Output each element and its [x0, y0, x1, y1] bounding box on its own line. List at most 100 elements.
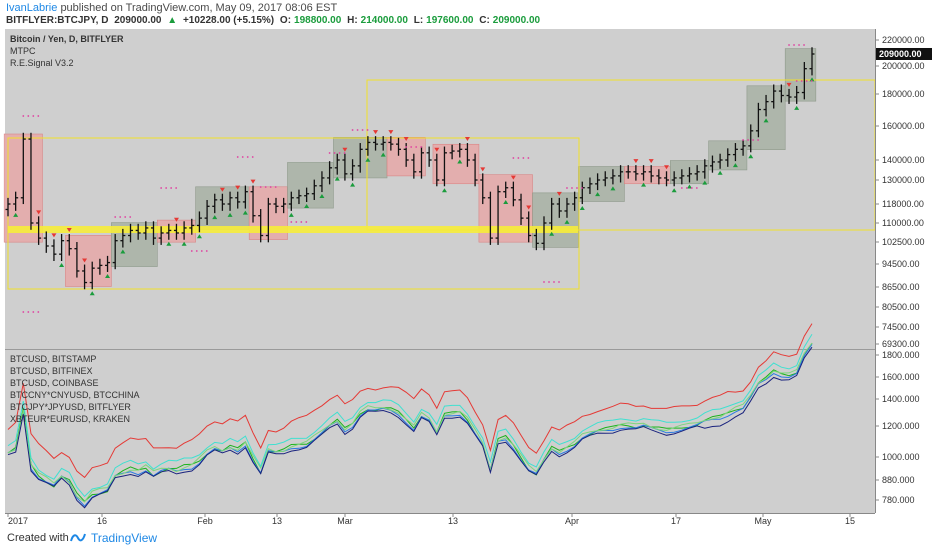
ohlc-bar — [250, 179, 256, 223]
price-tick-label: 94500.00 — [882, 259, 920, 269]
chart-area[interactable]: 220000.00 200000.00 180000.00 160000.00 1400… — [0, 0, 932, 526]
ohlc-bar — [5, 197, 11, 217]
compare-pane[interactable] — [5, 350, 875, 513]
ohlc-bar — [610, 169, 616, 191]
level-dot — [37, 311, 40, 313]
ohlc-bar — [809, 47, 815, 82]
ohlc-bar — [778, 84, 784, 103]
ohlc-bar — [143, 221, 149, 240]
buy-signal-icon — [212, 215, 218, 220]
compare-tick-label: 1800.000 — [882, 350, 920, 360]
level-dot — [742, 139, 744, 141]
ohlc-bar — [112, 234, 118, 270]
level-dot — [246, 156, 249, 158]
buy-signal-icon — [441, 188, 447, 193]
price-pane[interactable] — [5, 29, 875, 349]
level-dot — [752, 139, 754, 141]
sell-signal-icon — [250, 179, 256, 184]
sell-signal-icon — [66, 228, 72, 233]
level-dot — [27, 311, 30, 313]
last-price-badge — [876, 47, 932, 60]
sell-signal-icon — [526, 205, 532, 210]
close-value: 209000.00 — [492, 15, 541, 26]
buy-signal-icon — [549, 231, 555, 236]
level-dot — [803, 44, 805, 46]
level-dot — [251, 156, 254, 158]
ohlc-bar — [13, 191, 19, 217]
level-dot — [269, 186, 272, 188]
ohlc-bar — [43, 231, 49, 253]
ohlc-bar — [625, 165, 631, 179]
level-dot — [805, 80, 808, 82]
legend-item: BTCJPY*JPYUSD, BITFLYER — [10, 402, 131, 412]
last-price: 209000.00 — [114, 15, 162, 26]
level-dot — [328, 152, 331, 154]
level-dot — [200, 250, 203, 252]
legend-item: BTCUSD, BITFINEX — [10, 366, 93, 376]
ohlc-bar — [686, 167, 692, 189]
compare-tick-label: 1400.000 — [882, 394, 920, 404]
ohlc-bar — [273, 197, 279, 214]
ohlc-bar — [725, 148, 731, 167]
level-dot — [124, 216, 127, 218]
ohlc-bar — [380, 136, 386, 157]
level-dot — [361, 129, 364, 131]
sell-signal-icon — [235, 185, 241, 190]
buy-signal-icon — [702, 180, 708, 185]
ohlc-bar — [503, 181, 509, 204]
author-link[interactable]: IvanLabrie — [6, 2, 58, 14]
buy-signal-icon — [89, 291, 95, 296]
buy-signal-icon — [59, 263, 65, 268]
ohlc-bar — [755, 102, 761, 138]
last-price-label: 209000.00 — [879, 49, 922, 59]
level-dot — [695, 187, 698, 189]
ohlc-bar — [572, 191, 578, 211]
ohlc-bar — [679, 169, 685, 185]
ohlc-bar — [411, 153, 417, 179]
ohlc-bar — [319, 171, 325, 199]
ohlc-bar — [36, 210, 42, 245]
level-dot — [160, 187, 163, 189]
sell-signal-icon — [510, 175, 516, 180]
buy-signal-icon — [350, 182, 356, 187]
level-dot — [119, 216, 122, 218]
level-dot — [415, 146, 418, 148]
level-dot — [685, 187, 688, 189]
buy-signal-icon — [13, 212, 19, 217]
level-dot — [543, 281, 545, 283]
time-tick-label: Apr — [565, 516, 579, 526]
tradingview-brand-link[interactable]: TradingView — [91, 531, 158, 545]
ohlc-bar — [296, 189, 302, 205]
ohlc-bar — [717, 153, 723, 175]
ohlc-bar — [457, 143, 463, 164]
legend-item: BTCUSD, COINBASE — [10, 378, 99, 388]
level-dot — [747, 139, 749, 141]
level-dot — [129, 216, 132, 218]
sell-signal-icon — [373, 130, 379, 135]
ohlc-bar — [732, 143, 738, 168]
level-dot — [170, 187, 173, 189]
buy-signal-icon — [564, 219, 570, 224]
ohlc-bar — [350, 159, 356, 187]
price-tick-label: 118000.00 — [882, 199, 924, 209]
level-dot — [566, 187, 568, 189]
time-tick-label: 13 — [448, 516, 458, 526]
sell-signal-icon — [403, 137, 409, 142]
ohlc-bar — [20, 132, 26, 205]
level-dot — [290, 221, 293, 223]
level-dot — [410, 146, 413, 148]
ohlc-bar — [426, 146, 432, 167]
sell-signal-icon — [173, 217, 179, 222]
level-dot — [274, 186, 277, 188]
legend-item: BTCUSD, BITSTAMP — [10, 354, 96, 364]
buy-signal-icon — [717, 170, 723, 175]
ohlc-bar — [342, 147, 348, 181]
symbol-name: BITFLYER:BTCJPY, D — [6, 15, 109, 26]
buy-signal-icon — [686, 184, 692, 189]
series-line — [7, 344, 813, 507]
ohlc-bar — [664, 165, 670, 187]
level-dot — [810, 80, 813, 82]
level-dot — [114, 216, 117, 218]
buy-signal-icon — [595, 192, 601, 197]
level-dot — [548, 281, 550, 283]
